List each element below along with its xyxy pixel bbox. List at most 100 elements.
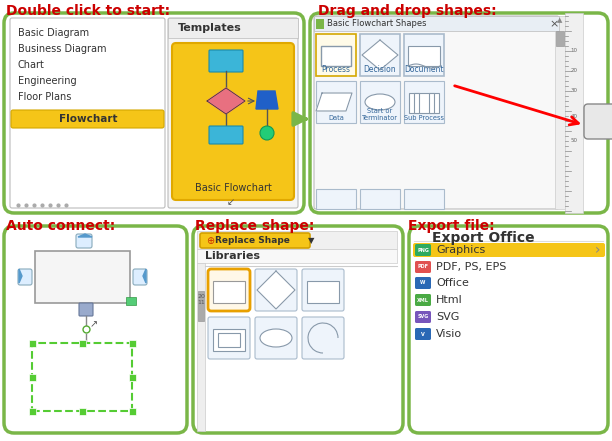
- Text: ▼: ▼: [308, 236, 315, 245]
- Text: XML: XML: [417, 298, 429, 303]
- Bar: [129, 340, 135, 347]
- FancyBboxPatch shape: [314, 16, 559, 209]
- FancyBboxPatch shape: [18, 269, 32, 285]
- Bar: [360, 189, 400, 209]
- Bar: [29, 340, 35, 347]
- Text: Sub Process: Sub Process: [404, 115, 444, 121]
- FancyBboxPatch shape: [310, 13, 608, 213]
- FancyBboxPatch shape: [209, 126, 243, 144]
- Bar: [414, 93, 419, 113]
- Bar: [409, 93, 439, 113]
- Bar: [429, 93, 434, 113]
- FancyBboxPatch shape: [415, 311, 431, 323]
- Text: SVG: SVG: [417, 314, 428, 319]
- Text: Chart: Chart: [18, 60, 45, 70]
- Bar: [316, 81, 356, 123]
- Text: Visio: Visio: [436, 329, 462, 339]
- FancyBboxPatch shape: [255, 317, 297, 359]
- Bar: [213, 281, 245, 303]
- Bar: [168, 18, 298, 38]
- Text: Document: Document: [405, 65, 444, 74]
- Bar: [316, 34, 356, 76]
- Text: Auto connect:: Auto connect:: [6, 219, 115, 233]
- Text: 20: 20: [197, 294, 205, 299]
- Bar: [404, 34, 444, 76]
- FancyBboxPatch shape: [584, 104, 612, 139]
- Text: Floor Plans: Floor Plans: [18, 92, 72, 102]
- Bar: [307, 281, 339, 303]
- FancyBboxPatch shape: [415, 277, 431, 289]
- Bar: [32, 343, 132, 411]
- Text: Data: Data: [328, 115, 344, 121]
- FancyBboxPatch shape: [79, 303, 93, 316]
- Text: Flowchart: Flowchart: [59, 114, 118, 124]
- Bar: [129, 407, 135, 415]
- FancyBboxPatch shape: [302, 269, 344, 311]
- Text: Export Office: Export Office: [432, 231, 535, 245]
- FancyBboxPatch shape: [302, 317, 344, 359]
- Text: Basic Diagram: Basic Diagram: [18, 28, 89, 38]
- Text: Start or
Terminator: Start or Terminator: [362, 108, 398, 121]
- FancyBboxPatch shape: [168, 18, 298, 208]
- FancyBboxPatch shape: [193, 226, 403, 433]
- Text: 10: 10: [570, 49, 578, 53]
- Bar: [126, 297, 136, 305]
- Bar: [218, 333, 240, 347]
- Polygon shape: [257, 271, 295, 309]
- Bar: [198, 291, 204, 321]
- Text: Templates: Templates: [178, 23, 242, 33]
- Text: Decision: Decision: [364, 65, 397, 74]
- Text: 50: 50: [570, 138, 578, 143]
- Circle shape: [260, 126, 274, 140]
- Text: PDF, PS, EPS: PDF, PS, EPS: [436, 262, 506, 272]
- FancyBboxPatch shape: [415, 294, 431, 306]
- Text: V: V: [421, 332, 425, 336]
- Bar: [197, 249, 397, 263]
- Text: Basic Flowchart: Basic Flowchart: [195, 183, 272, 193]
- FancyBboxPatch shape: [200, 233, 310, 248]
- Bar: [408, 46, 440, 66]
- Text: ↙: ↙: [227, 197, 235, 207]
- Text: Graphics: Graphics: [436, 245, 485, 255]
- FancyBboxPatch shape: [415, 244, 431, 256]
- Polygon shape: [362, 40, 398, 70]
- Bar: [78, 340, 86, 347]
- Text: Process: Process: [321, 65, 351, 74]
- Text: 40: 40: [570, 113, 578, 119]
- Ellipse shape: [365, 94, 395, 110]
- Text: 20: 20: [570, 68, 578, 74]
- Text: Engineering: Engineering: [18, 76, 76, 86]
- Bar: [321, 46, 351, 66]
- Bar: [556, 31, 564, 46]
- Text: Basic Flowchart Shapes: Basic Flowchart Shapes: [327, 19, 427, 29]
- FancyBboxPatch shape: [4, 13, 304, 213]
- FancyBboxPatch shape: [4, 226, 187, 433]
- Polygon shape: [143, 269, 146, 283]
- Bar: [213, 329, 245, 351]
- Text: Export file:: Export file:: [408, 219, 494, 233]
- Bar: [316, 189, 356, 209]
- Text: ×: ×: [550, 19, 559, 29]
- FancyBboxPatch shape: [415, 261, 431, 273]
- Polygon shape: [316, 93, 352, 111]
- Polygon shape: [19, 269, 22, 283]
- FancyBboxPatch shape: [208, 317, 250, 359]
- Text: W: W: [420, 280, 426, 285]
- Bar: [197, 263, 205, 431]
- FancyBboxPatch shape: [133, 269, 147, 285]
- Text: Business Diagram: Business Diagram: [18, 44, 106, 54]
- Bar: [404, 189, 444, 209]
- Text: 30: 30: [570, 89, 578, 93]
- Text: PNG: PNG: [417, 247, 429, 253]
- Text: ▲: ▲: [558, 17, 562, 23]
- Bar: [197, 231, 397, 249]
- Bar: [29, 407, 35, 415]
- Text: 11: 11: [197, 300, 205, 306]
- Bar: [555, 16, 565, 209]
- Bar: [404, 81, 444, 123]
- Bar: [360, 81, 400, 123]
- Text: Office: Office: [436, 278, 469, 288]
- FancyBboxPatch shape: [172, 43, 294, 200]
- FancyBboxPatch shape: [11, 110, 164, 128]
- FancyBboxPatch shape: [208, 269, 250, 311]
